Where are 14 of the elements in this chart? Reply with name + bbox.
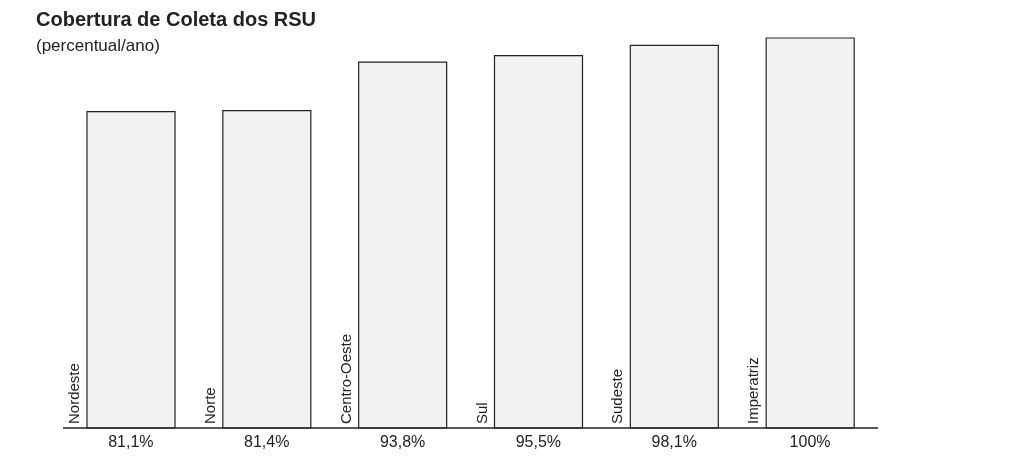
data-label: 98,1% (651, 433, 697, 451)
x-tick-label: Centro-Oeste (336, 333, 354, 424)
chart-subtitle: (percentual/ano) (36, 36, 160, 56)
x-tick-label: Imperatriz (744, 357, 762, 424)
data-label: 81,1% (108, 433, 154, 451)
x-tick-label: Norte (200, 387, 218, 424)
chart-title: Cobertura de Coleta dos RSU (36, 8, 317, 31)
data-label: 93,8% (379, 433, 426, 451)
data-label: 95,5% (515, 433, 562, 451)
data-label: 81,4% (244, 433, 290, 451)
data-label: 100% (789, 433, 831, 451)
x-tick-label: Nordeste (65, 363, 82, 424)
x-tick-label: Sul (472, 402, 490, 424)
x-tick-label: Sudeste (608, 368, 626, 424)
